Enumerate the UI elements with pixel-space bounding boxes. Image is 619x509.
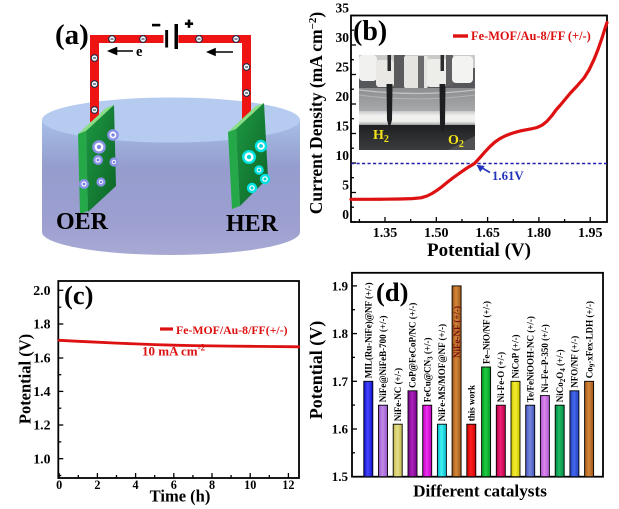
svg-text:(d): (d) [376,277,408,307]
svg-text:OER: OER [56,209,109,235]
svg-text:1.50: 1.50 [424,226,449,241]
svg-text:1.2: 1.2 [33,418,50,433]
svg-text:8: 8 [209,478,215,492]
svg-text:1.80: 1.80 [527,226,552,241]
svg-text:(c): (c) [64,280,93,310]
svg-text:this work: this work [467,385,477,421]
svg-text:Fe-MOF/Au-8/FF (+/-): Fe-MOF/Au-8/FF (+/-) [471,29,591,43]
svg-text:1.0: 1.0 [33,451,50,466]
svg-text:Potential (V): Potential (V) [16,334,35,424]
svg-text:Ni-Fe-O (+/-): Ni-Fe-O (+/-) [496,352,506,402]
svg-text:25: 25 [336,60,350,75]
svg-text:Ni–Fe–P-350 (+/-): Ni–Fe–P-350 (+/-) [540,324,550,392]
svg-text:Current Density (mA cm−2): Current Density (mA cm−2) [306,12,326,215]
svg-text:NiCoP (+/-): NiCoP (+/-) [511,334,521,378]
svg-text:NiFe-NF (+/-): NiFe-NF (+/-) [452,306,462,358]
svg-text:Te/FeNiOOH-NC (+/-): Te/FeNiOOH-NC (+/-) [525,316,535,402]
svg-text:1.8: 1.8 [33,317,50,332]
svg-text:HER: HER [226,211,279,237]
svg-text:NFO/NF (+/-): NFO/NF (+/-) [570,336,580,388]
svg-text:NiFe@NiFeB-700 (+/-): NiFe@NiFeB-700 (+/-) [378,315,388,402]
svg-text:4: 4 [133,478,139,492]
svg-text:10: 10 [336,148,350,163]
svg-text:1.61V: 1.61V [492,169,524,183]
svg-text:Fe–NiO/NF (+/-): Fe–NiO/NF (+/-) [481,301,491,364]
svg-text:10 mA cm-2: 10 mA cm-2 [142,343,206,359]
svg-text:1.35: 1.35 [373,226,398,241]
svg-text:6: 6 [171,478,177,492]
svg-text:(b): (b) [353,16,387,47]
svg-text:0: 0 [56,478,62,492]
svg-text:Potential (V): Potential (V) [306,321,327,419]
svg-text:1.9: 1.9 [332,278,349,293]
svg-text:NiFe-MS/MOF@NF (+/-): NiFe-MS/MOF@NF (+/-) [437,324,447,421]
svg-text:1.7: 1.7 [332,374,349,389]
svg-text:5: 5 [342,178,349,193]
svg-text:1.6: 1.6 [33,351,50,366]
svg-text:e: e [136,44,143,60]
svg-text:2: 2 [94,478,100,492]
svg-text:1.8: 1.8 [332,326,349,341]
svg-text:Co9-xFex-LDH (+/-): Co9-xFex-LDH (+/-) [584,301,596,378]
svg-text:2.0: 2.0 [33,283,50,298]
svg-text:15: 15 [336,119,350,134]
svg-text:NiFe-NC (+/-): NiFe-NC (+/-) [393,368,403,421]
svg-text:10: 10 [244,478,256,492]
svg-text:1.65: 1.65 [475,226,500,241]
svg-text:(a): (a) [55,19,89,51]
svg-text:1.5: 1.5 [332,469,349,484]
svg-text:1.6: 1.6 [332,422,349,437]
svg-text:1.4: 1.4 [33,384,50,399]
svg-text:30: 30 [336,30,350,45]
svg-text:12: 12 [282,478,294,492]
svg-text:1.95: 1.95 [578,226,603,241]
svg-text:0: 0 [342,207,349,222]
svg-text:NiCo2O4 (+/-): NiCo2O4 (+/-) [555,349,567,402]
svg-text:Time (h): Time (h) [150,487,211,506]
svg-text:MIL(Ru-NiFe)@NF (+/-): MIL(Ru-NiFe)@NF (+/-) [364,282,374,378]
svg-text:35: 35 [336,1,350,16]
svg-text:FeCu@CN3 (+/-): FeCu@CN3 (+/-) [422,337,434,402]
svg-text:20: 20 [336,89,350,104]
svg-text:CoP@FeCoP/NC (+/-): CoP@FeCoP/NC (+/-) [408,303,418,388]
svg-text:Fe-MOF/Au-8/FF(+/-): Fe-MOF/Au-8/FF(+/-) [176,323,288,337]
svg-text:Potential (V): Potential (V) [427,240,531,261]
svg-text:Different catalysts: Different catalysts [413,482,547,501]
